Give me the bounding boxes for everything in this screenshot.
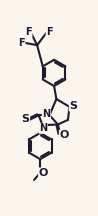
Text: N: N [42,109,50,119]
Text: F: F [46,27,53,37]
Text: N: N [39,123,47,133]
Text: F: F [25,27,32,37]
Text: O: O [39,168,48,178]
Text: O: O [59,130,69,140]
Text: S: S [22,114,30,124]
Text: F: F [18,38,25,48]
Text: S: S [69,101,77,111]
